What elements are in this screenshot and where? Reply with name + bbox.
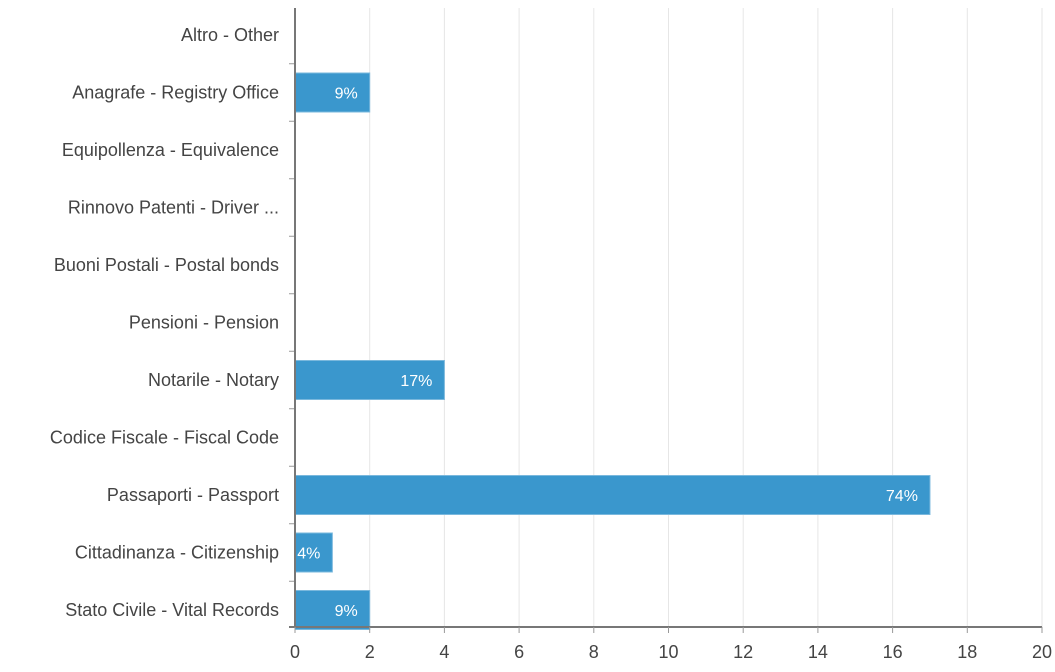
category-label-notarile-notary: Notarile - Notary bbox=[148, 370, 279, 390]
bar-passaporti-passport bbox=[294, 475, 931, 515]
x-tick-label-4: 4 bbox=[439, 642, 449, 662]
category-label-buoni-postali-postal-bonds: Buoni Postali - Postal bonds bbox=[54, 255, 279, 275]
category-label-pensioni-pension: Pensioni - Pension bbox=[129, 313, 279, 333]
category-label-codice-fiscale-fiscal-code: Codice Fiscale - Fiscal Code bbox=[50, 428, 279, 448]
x-tick-label-10: 10 bbox=[658, 642, 678, 662]
x-tick-label-18: 18 bbox=[957, 642, 977, 662]
axes bbox=[289, 8, 1042, 628]
category-label-equipollenza-equivalence: Equipollenza - Equivalence bbox=[62, 140, 279, 160]
data-label-notarile-notary: 17% bbox=[400, 373, 432, 390]
category-label-passaporti-passport: Passaporti - Passport bbox=[107, 485, 279, 505]
x-tick-label-12: 12 bbox=[733, 642, 753, 662]
category-label-anagrafe-registry-office: Anagrafe - Registry Office bbox=[72, 83, 279, 103]
bars: 9% 17% 74% 4% 9% bbox=[294, 72, 931, 630]
category-label-stato-civile-vital-records: Stato Civile - Vital Records bbox=[65, 600, 279, 620]
x-tick-label-2: 2 bbox=[365, 642, 375, 662]
category-labels: Altro - Other Anagrafe - Registry Office E… bbox=[50, 25, 279, 620]
x-tick-label-16: 16 bbox=[883, 642, 903, 662]
x-tick-label-8: 8 bbox=[589, 642, 599, 662]
bar-notarile-notary bbox=[294, 360, 445, 400]
data-label-passaporti-passport: 74% bbox=[886, 488, 918, 505]
data-label-cittadinanza-citizenship: 4% bbox=[297, 546, 320, 563]
x-tick-labels: 0 2 4 6 8 10 12 14 16 18 20 bbox=[290, 627, 1052, 662]
data-label-anagrafe-registry-office: 9% bbox=[335, 86, 358, 103]
category-label-altro-other: Altro - Other bbox=[181, 25, 279, 45]
x-tick-label-0: 0 bbox=[290, 642, 300, 662]
category-label-rinnovo-patenti-driver: Rinnovo Patenti - Driver ... bbox=[68, 198, 279, 218]
grid-lines bbox=[369, 8, 1043, 627]
data-label-stato-civile-vital-records: 9% bbox=[335, 603, 358, 620]
bar-stato-civile-vital-records bbox=[294, 590, 371, 630]
x-tick-label-6: 6 bbox=[514, 642, 524, 662]
bar-anagrafe-registry-office bbox=[294, 72, 371, 113]
x-tick-label-14: 14 bbox=[808, 642, 828, 662]
category-label-cittadinanza-citizenship: Cittadinanza - Citizenship bbox=[75, 543, 279, 563]
x-tick-label-20: 20 bbox=[1032, 642, 1052, 662]
